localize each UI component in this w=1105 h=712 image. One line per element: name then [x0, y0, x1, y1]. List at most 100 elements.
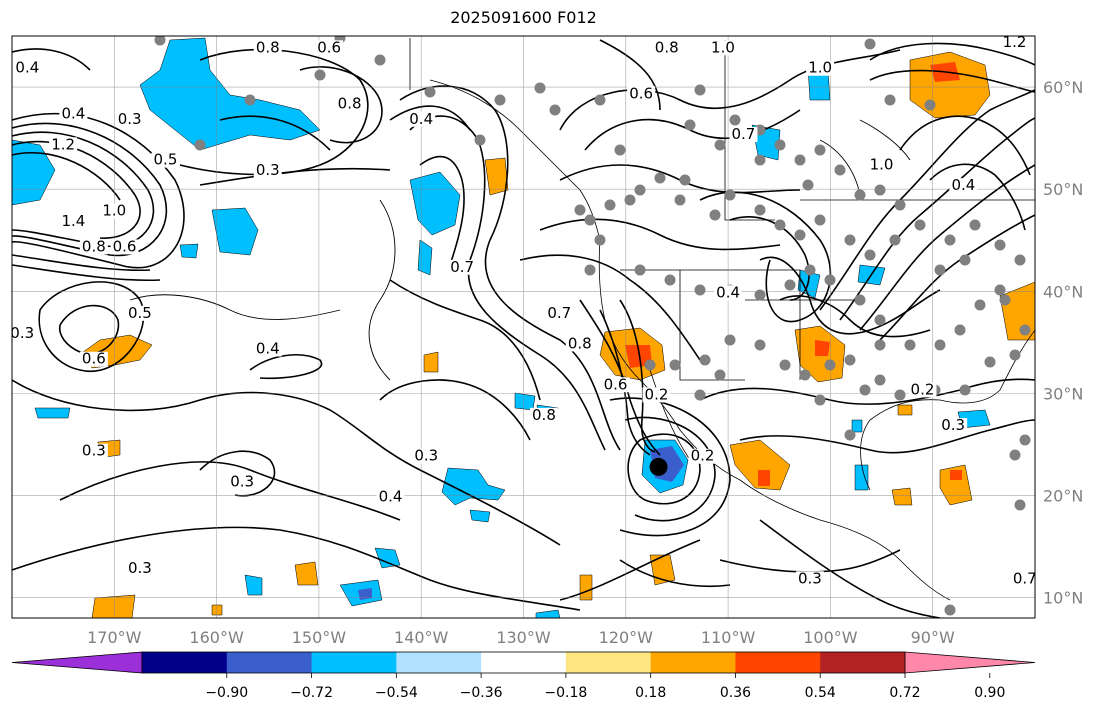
contour-label-bg [125, 305, 154, 321]
contour-label-bg [714, 285, 743, 301]
station-dot [774, 139, 786, 151]
lat-tick-label: 30°N [1043, 384, 1083, 403]
contour-label: 1.0 [808, 59, 832, 77]
lon-tick-label: 170°W [87, 628, 142, 647]
contour-label: 1.0 [711, 38, 735, 56]
station-dot [814, 214, 826, 226]
station-dot [894, 389, 906, 401]
station-dot [934, 264, 946, 276]
colorbar-segment [820, 652, 906, 673]
contour-label-bg [1000, 36, 1029, 51]
contour-label: 0.4 [61, 105, 85, 123]
station-dot [994, 284, 1006, 296]
station-dot [784, 279, 796, 291]
station-dot [884, 94, 896, 106]
station-dot [644, 359, 656, 371]
colorbar-tick-label: −0.36 [460, 685, 503, 701]
station-dot [714, 139, 726, 151]
station-dot [154, 36, 166, 46]
station-dot [314, 69, 326, 81]
latitude-tick-labels: 10°N 20°N 30°N 40°N 50°N 60°N [1043, 78, 1083, 608]
colorbar-extend-low [11, 651, 143, 674]
contour-label: 0.4 [951, 176, 975, 194]
contour-label: 0.6 [113, 237, 137, 255]
contour-label-bg [908, 382, 937, 398]
station-dot [714, 369, 726, 381]
station-dot [584, 264, 596, 276]
contour-label-bg [708, 40, 737, 56]
contour-label-bg [151, 152, 180, 168]
contour-label-bg [228, 474, 257, 490]
contour-label-bg [110, 239, 139, 255]
contour-label: 0.5 [154, 151, 178, 169]
station-dot [684, 119, 696, 131]
station-dot [914, 219, 926, 231]
station-dot [244, 94, 256, 106]
station-dot [594, 234, 606, 246]
contour-label: 0.8 [532, 406, 556, 424]
contour-label: 0.4 [15, 59, 39, 77]
station-dot [194, 139, 206, 151]
colorbar-segment [142, 652, 228, 673]
station-dot [874, 374, 886, 386]
contour-lines [12, 39, 1035, 618]
station-dot [634, 264, 646, 276]
lat-tick-label: 60°N [1043, 78, 1083, 97]
station-dot [794, 229, 806, 241]
lon-tick-label: 130°W [496, 628, 551, 647]
contour-label-bg [806, 60, 835, 76]
station-dot [694, 84, 706, 96]
colorbar-segment [735, 652, 821, 673]
station-dot [724, 189, 736, 201]
station-dot [754, 289, 766, 301]
station-dot [944, 234, 956, 246]
station-dot [824, 359, 836, 371]
station-dot [934, 339, 946, 351]
contour-label: 1.2 [1003, 33, 1027, 51]
station-dot [674, 194, 686, 206]
station-dot [594, 94, 606, 106]
contour-label: 0.8 [256, 38, 280, 56]
station-dot [814, 144, 826, 156]
colorbar-tick-label: 0.90 [974, 685, 1005, 701]
contour-label-bg [13, 60, 42, 76]
longitude-tick-labels: 170°W 160°W 150°W 140°W 130°W 120°W 110°W 100°W… [87, 628, 955, 647]
contour-label: 0.3 [128, 559, 152, 577]
contour-label: 0.5 [128, 304, 152, 322]
contour-label-bg [125, 561, 154, 577]
lat-tick-label: 20°N [1043, 486, 1083, 505]
station-dot [779, 359, 791, 371]
colorbar-segment [396, 652, 482, 673]
station-dot [699, 354, 711, 366]
contour-label: 0.3 [82, 442, 106, 460]
colorbar-tick-label: −0.18 [544, 685, 587, 701]
station-dot [874, 339, 886, 351]
contour-label-bg [795, 571, 824, 587]
contour-label-bg [1010, 571, 1035, 587]
station-dot [549, 104, 561, 116]
station-dot [874, 184, 886, 196]
contour-label-bg [315, 40, 344, 56]
station-dot [604, 199, 616, 211]
colorbar-segment [481, 652, 567, 673]
station-dot [969, 219, 981, 231]
colorbar-extend-high [904, 651, 1036, 674]
contour-label: 0.6 [82, 350, 106, 368]
lon-tick-label: 160°W [189, 628, 244, 647]
contour-label: 0.2 [645, 385, 669, 403]
station-dot [1009, 449, 1021, 461]
contour-label-bg [253, 40, 282, 56]
contour-label: 1.2 [51, 135, 75, 153]
map-title: 2025091600 F012 [450, 8, 597, 27]
contour-label-bg [253, 162, 282, 178]
station-dot [799, 369, 811, 381]
contour-label: 1.0 [870, 156, 894, 174]
contour-label-bg [59, 106, 88, 122]
contour-label-bg [448, 259, 477, 275]
station-dot [844, 429, 856, 441]
station-dot [729, 114, 741, 126]
contour-label-bg [939, 418, 968, 434]
lon-tick-label: 120°W [599, 628, 654, 647]
station-dot [669, 359, 681, 371]
contour-label: 0.3 [256, 161, 280, 179]
